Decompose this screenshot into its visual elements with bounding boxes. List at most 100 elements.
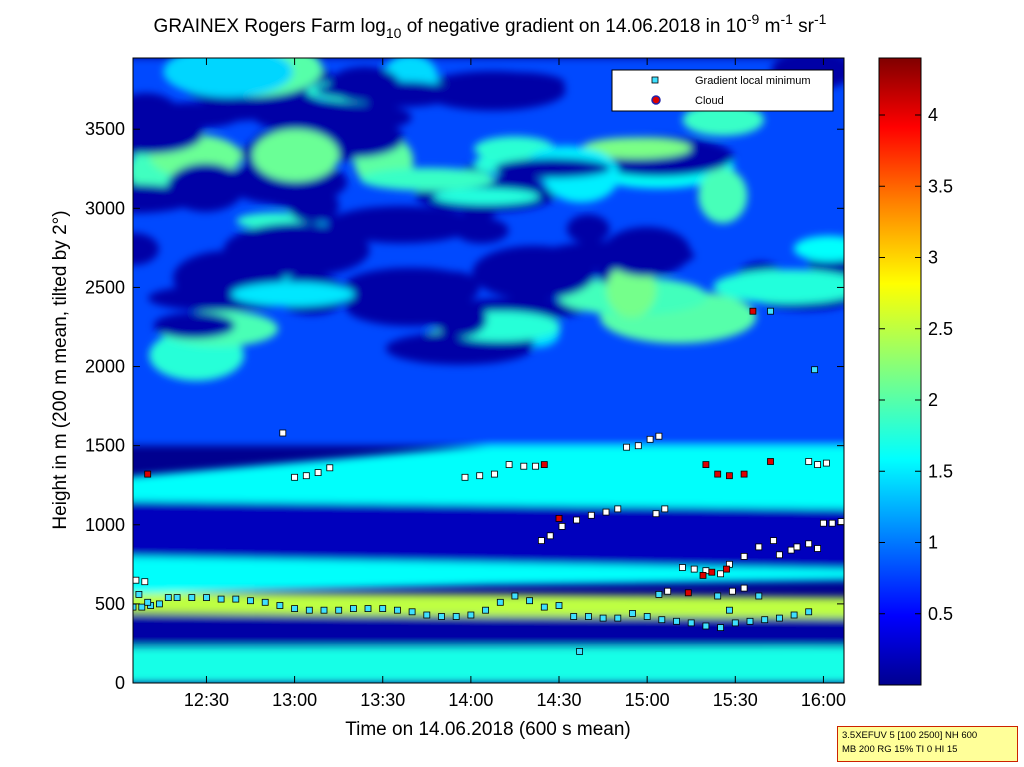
gradient-minimum-marker: [261, 598, 269, 606]
info-line-2: MB 200 RG 15% TI 0 HI 15: [842, 744, 958, 755]
gradient-minimum-marker: [746, 617, 754, 625]
texture-patch: [434, 301, 487, 337]
colorbar-tick-label: 0.5: [928, 604, 953, 624]
gradient-minimum-marker: [614, 614, 622, 622]
gradient-minimum-marker: [203, 594, 210, 601]
processing-info-box: 3.5XEFUV 5 [100 2500] NH 600 MB 200 RG 1…: [837, 726, 1018, 762]
gradient-minimum-marker: [173, 594, 181, 601]
layer-elevated-clean-pocket: [133, 501, 844, 569]
gradient-minimum-marker: [540, 603, 548, 611]
gradient-minimum-marker: [302, 472, 310, 480]
texture-patch: [360, 167, 495, 191]
texture-patch: [602, 226, 691, 277]
y-tick-label: 1000: [85, 515, 125, 535]
gradient-minimum-marker: [661, 505, 669, 513]
legend-label-cloud: Cloud: [695, 95, 724, 107]
gradient-minimum-marker: [452, 613, 460, 620]
texture-patch: [472, 245, 596, 300]
texture-patch: [433, 188, 540, 205]
texture-patch: [793, 235, 844, 262]
texture-patch: [133, 113, 204, 154]
gradient-minimum-marker: [805, 608, 813, 616]
gradient-minimum-marker: [576, 648, 583, 655]
gradient-minimum-marker: [144, 598, 152, 606]
gradient-minimum-marker: [814, 545, 821, 552]
cloud-marker: [699, 572, 707, 579]
gradient-minimum-marker: [679, 564, 686, 571]
texture-patch: [566, 214, 610, 244]
gradient-minimum-marker: [740, 584, 748, 592]
gradient-minimum-marker: [714, 592, 722, 600]
y-tick-label: 3000: [85, 198, 125, 218]
legend-marker-gradient-minimum: [651, 76, 659, 84]
gradient-minimum-marker: [814, 461, 821, 469]
y-tick-label: 2000: [85, 357, 125, 377]
gradient-minimum-marker: [476, 472, 484, 480]
gradient-minimum-marker: [820, 519, 827, 527]
gradient-minimum-marker: [393, 606, 401, 614]
gradient-minimum-marker: [655, 432, 663, 440]
gradient-minimum-marker: [673, 617, 680, 625]
gradient-minimum-marker: [232, 595, 240, 603]
gradient-minimum-marker: [291, 605, 299, 612]
gradient-minimum-marker: [634, 442, 642, 450]
gradient-minimum-marker: [811, 366, 818, 374]
texture-patch: [431, 271, 480, 304]
cloud-marker: [540, 461, 548, 469]
gradient-minimum-marker: [717, 624, 724, 631]
cloud-marker: [723, 565, 730, 573]
gradient-minimum-marker: [687, 619, 695, 627]
marker-layer: [133, 307, 844, 655]
y-tick-label: 0: [115, 673, 125, 693]
texture-patch: [133, 184, 197, 214]
gradient-minimum-marker: [138, 603, 146, 611]
texture-patch: [494, 158, 611, 178]
gradient-minimum-marker: [555, 602, 563, 609]
gradient-minimum-marker: [767, 307, 774, 315]
x-axis-label: Time on 14.06.2018 (600 s mean): [345, 719, 631, 740]
gradient-minimum-marker: [629, 610, 636, 617]
gradient-minimum-marker: [587, 511, 595, 519]
colorbar-gradient: [878, 57, 922, 686]
texture-patch: [469, 72, 565, 95]
gradient-minimum-marker: [776, 614, 783, 622]
gradient-minimum-marker: [482, 606, 490, 614]
gradient-minimum-marker: [664, 587, 672, 595]
texture-patch: [287, 187, 339, 224]
gradient-minimum-marker: [837, 518, 844, 525]
texture-patch: [163, 58, 293, 98]
x-tick-label: 16:00: [801, 690, 846, 710]
x-tick-label: 14:00: [448, 690, 493, 710]
gradient-minimum-marker: [702, 622, 710, 630]
gradient-minimum-marker: [546, 532, 554, 540]
gradient-minimum-marker: [164, 594, 172, 601]
gradient-minimum-marker: [438, 613, 445, 620]
gradient-minimum-marker: [805, 458, 813, 465]
gradient-minimum-marker: [505, 461, 513, 469]
legend-label-gradient-minimum: Gradient local minimum: [695, 75, 811, 87]
gradient-minimum-marker: [133, 603, 137, 611]
gradient-minimum-marker: [623, 443, 630, 451]
cloud-marker: [555, 515, 563, 522]
gradient-minimum-marker: [761, 616, 769, 624]
gradient-minimum-marker: [467, 611, 475, 619]
gradient-minimum-marker: [247, 597, 254, 605]
gradient-minimum-marker: [141, 578, 149, 586]
gradient-minimum-marker: [755, 592, 763, 600]
legend-box: [611, 69, 834, 112]
gradient-minimum-marker: [790, 611, 798, 619]
colorbar-tick-label: 3.5: [928, 176, 953, 196]
texture-patch: [231, 282, 355, 307]
texture-patch: [326, 206, 476, 244]
colorbar: 0.5 1 1.5 2 2.5 3 3.5 4: [878, 57, 953, 686]
gradient-minimum-marker: [532, 462, 539, 470]
gradient-minimum-marker: [646, 435, 654, 443]
gradient-minimum-marker: [558, 523, 566, 530]
gradient-minimum-marker: [423, 611, 431, 619]
legend: Gradient local minimum Cloud: [611, 69, 834, 112]
gradient-minimum-marker: [188, 594, 196, 601]
gradient-minimum-marker: [461, 473, 469, 481]
gradient-minimum-marker: [335, 606, 343, 614]
gradient-minimum-marker: [520, 462, 528, 470]
gradient-minimum-marker: [326, 464, 334, 472]
